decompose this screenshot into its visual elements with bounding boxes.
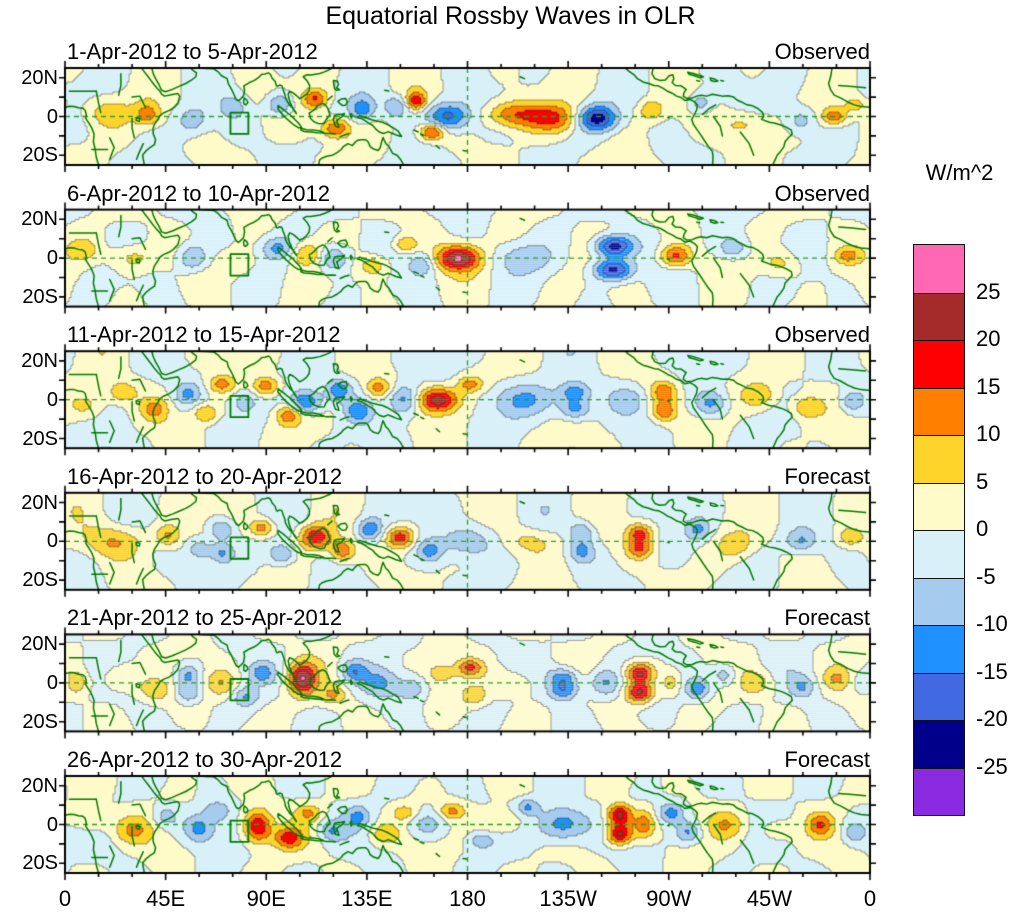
colorbar-band: [914, 387, 964, 435]
lat-label-20n: 20N: [21, 349, 58, 372]
panel-4-source-label: Forecast: [784, 464, 870, 489]
colorbar-band: [914, 767, 964, 815]
colorbar-band: [914, 435, 964, 483]
lon-label-90w: 90W: [646, 886, 692, 911]
lat-label-eq: 0: [46, 671, 58, 694]
lat-label-eq: 0: [46, 813, 58, 836]
lon-label-135e: 135E: [341, 886, 393, 911]
lat-label-eq: 0: [46, 105, 58, 128]
units-label: W/m^2: [925, 160, 994, 185]
colorbar-tick-label: -10: [976, 611, 1008, 636]
panel-6-source-label: Forecast: [784, 747, 870, 772]
colorbar-band: [914, 530, 964, 578]
colorbar-tick-label: -15: [976, 658, 1008, 684]
panel-1-date-label: 1-Apr-2012 to 5-Apr-2012: [67, 39, 318, 64]
lat-label-20s: 20S: [22, 852, 58, 875]
lat-label-20n: 20N: [21, 66, 58, 89]
lon-label-45w: 45W: [746, 886, 792, 911]
panel-2-date-label: 6-Apr-2012 to 10-Apr-2012: [67, 181, 330, 206]
colorbar-tick-label: 15: [976, 373, 1001, 399]
panel-1-source-label: Observed: [774, 39, 870, 64]
lat-label-eq: 0: [46, 247, 58, 270]
lon-label-0b: 0: [863, 886, 877, 911]
panel-5-source-label: Forecast: [784, 605, 870, 630]
colorbar-tick-label: 10: [976, 421, 1001, 446]
lat-label-20n: 20N: [21, 633, 58, 656]
lon-label-90e: 90E: [246, 886, 286, 911]
colorbar-band: [914, 292, 964, 340]
lat-label-20s: 20S: [22, 569, 58, 592]
lon-label-45e: 45E: [146, 886, 186, 911]
colorbar-tick-label: -20: [976, 706, 1008, 731]
lat-label-eq: 0: [46, 530, 58, 553]
colorbar-tick-label: 0: [976, 516, 989, 541]
lat-label-20n: 20N: [21, 491, 58, 514]
colorbar-tick-label: 25: [976, 278, 1001, 304]
lon-label-135w: 135W: [539, 886, 597, 911]
colorbar-tick-label: -5: [976, 563, 996, 589]
colorbar-tick-label: -25: [976, 753, 1008, 779]
colorbar-band: [914, 482, 964, 530]
panel-2-source-label: Observed: [774, 181, 870, 206]
colorbar-band: [914, 672, 964, 720]
lat-label-20s: 20S: [22, 144, 58, 167]
panel-3-source-label: Observed: [774, 322, 870, 347]
figure-title: Equatorial Rossby Waves in OLR: [325, 2, 696, 30]
panel-5-date-label: 21-Apr-2012 to 25-Apr-2012: [67, 605, 343, 630]
lon-label-0a: 0: [58, 886, 72, 911]
colorbar-tick-label: 20: [976, 326, 1001, 351]
lon-label-180: 180: [449, 886, 486, 911]
lat-label-20n: 20N: [21, 208, 58, 231]
colorbar: [913, 244, 965, 816]
colorbar-band: [914, 340, 964, 388]
lat-label-eq: 0: [46, 388, 58, 411]
panel-4-date-label: 16-Apr-2012 to 20-Apr-2012: [67, 464, 343, 489]
colorbar-tick-label: 5: [976, 468, 989, 494]
lat-label-20s: 20S: [22, 427, 58, 450]
panel-6-date-label: 26-Apr-2012 to 30-Apr-2012: [67, 747, 343, 772]
lat-label-20s: 20S: [22, 710, 58, 733]
colorbar-band: [914, 625, 964, 673]
lat-label-20s: 20S: [22, 285, 58, 308]
colorbar-band: [914, 245, 964, 293]
colorbar-band: [914, 577, 964, 625]
lat-label-20n: 20N: [21, 774, 58, 797]
colorbar-band: [914, 720, 964, 768]
panel-3-date-label: 11-Apr-2012 to 15-Apr-2012: [67, 322, 341, 347]
